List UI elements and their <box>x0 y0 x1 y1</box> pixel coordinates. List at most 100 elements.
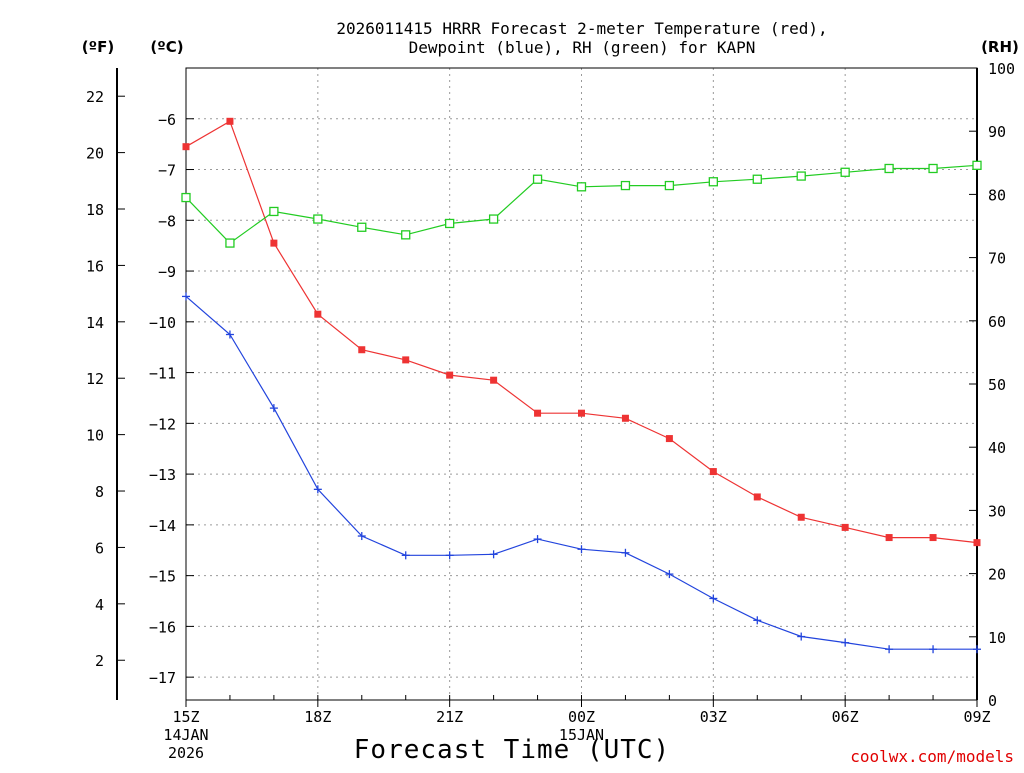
celsius-tick-label: −14 <box>149 517 176 535</box>
dewpoint-point <box>489 550 498 559</box>
x-axis-title: Forecast Time (UTC) <box>354 735 670 765</box>
celsius-tick-label: −17 <box>149 669 176 687</box>
temperature-point <box>797 513 805 521</box>
dewpoint-point <box>753 616 762 625</box>
temperature-point <box>665 435 673 443</box>
x-tick-label: 15Z <box>172 708 199 726</box>
rh-tick-label: 30 <box>988 502 1006 520</box>
dewpoint-point <box>577 545 586 554</box>
temperature-point <box>709 468 717 476</box>
rh-point <box>357 222 367 232</box>
temperature-point <box>621 414 629 422</box>
fahrenheit-tick-label: 2 <box>95 652 104 670</box>
rh-point <box>972 160 982 170</box>
fahrenheit-tick-label: 18 <box>86 201 104 219</box>
temperature-point <box>578 409 585 417</box>
rh-point <box>445 218 455 229</box>
celsius-tick-label: −10 <box>149 314 176 332</box>
dewpoint-point <box>841 638 850 647</box>
rh-tick-label: 50 <box>988 376 1006 394</box>
rh-point <box>928 163 938 174</box>
temperature-point <box>973 539 981 547</box>
temperature-point <box>753 493 761 501</box>
rh-tick-label: 20 <box>988 566 1006 584</box>
temperature-point <box>929 534 937 542</box>
fahrenheit-tick-label: 8 <box>95 483 104 501</box>
rh-tick-label: 60 <box>988 313 1006 331</box>
dewpoint-point <box>182 292 190 301</box>
temperature-point <box>314 310 322 318</box>
celsius-unit-label: (ºC) <box>150 38 183 56</box>
chart-title-line-1: 2026011415 HRRR Forecast 2-meter Tempera… <box>336 19 827 38</box>
chart-title-line-2: Dewpoint (blue), RH (green) for KAPN <box>409 38 756 57</box>
fahrenheit-tick-label: 4 <box>95 596 104 614</box>
credit-text: coolwx.com/models <box>850 747 1014 766</box>
temperature-point <box>490 376 498 384</box>
dewpoint-point <box>665 570 674 579</box>
fahrenheit-tick-label: 22 <box>86 88 104 106</box>
rh-point <box>269 206 279 217</box>
celsius-tick-label: −6 <box>158 111 176 129</box>
dewpoint-point <box>885 645 894 654</box>
rh-point <box>488 214 499 224</box>
celsius-tick-label: −7 <box>158 162 176 180</box>
rh-point <box>840 167 850 177</box>
rh-point <box>664 180 675 191</box>
dewpoint-point <box>357 532 366 541</box>
temperature-point <box>182 143 190 151</box>
fahrenheit-tick-label: 20 <box>86 145 104 163</box>
rh-tick-label: 10 <box>988 629 1006 647</box>
temperature-point <box>270 239 278 247</box>
x-tick-label: 09Z <box>963 708 990 726</box>
temperature-point <box>885 534 893 542</box>
temperature-point <box>358 346 366 354</box>
temperature-point <box>402 356 410 364</box>
rh-point <box>752 174 762 184</box>
temperature-point <box>226 117 234 125</box>
x-tick-date-label: 14JAN <box>163 726 208 744</box>
rh-point <box>181 192 191 203</box>
text-layer: 2026011415 HRRR Forecast 2-meter Tempera… <box>82 19 1019 766</box>
celsius-tick-label: −15 <box>149 568 176 586</box>
rh-tick-label: 0 <box>988 692 997 710</box>
dewpoint-point <box>621 548 630 557</box>
x-tick-label: 06Z <box>832 708 859 726</box>
x-tick-year-label: 2026 <box>168 744 204 762</box>
dewpoint-point <box>929 645 938 654</box>
plot-frame <box>185 67 978 701</box>
dewpoint-point <box>269 404 278 413</box>
rh-tick-label: 40 <box>988 439 1006 457</box>
x-tick-label: 00Z <box>568 708 595 726</box>
rh-unit-label: (RH) <box>981 38 1019 56</box>
series-layer <box>181 117 982 654</box>
temperature-point <box>534 409 542 417</box>
rh-point <box>401 230 411 240</box>
celsius-tick-label: −13 <box>149 466 176 484</box>
fahrenheit-tick-label: 12 <box>86 370 104 388</box>
fahrenheit-tick-label: 6 <box>95 539 104 557</box>
rh-point <box>576 182 587 192</box>
axes-layer <box>116 67 978 707</box>
fahrenheit-tick-label: 16 <box>86 257 104 275</box>
rh-point <box>708 177 718 187</box>
fahrenheit-tick-label: 14 <box>86 314 104 332</box>
rh-point <box>225 238 235 248</box>
fahrenheit-tick-label: 10 <box>86 427 104 445</box>
rh-point <box>796 171 806 181</box>
rh-point <box>620 180 631 191</box>
rh-tick-label: 90 <box>988 123 1006 141</box>
rh-point <box>532 174 543 184</box>
fahrenheit-unit-label: (ºF) <box>82 38 114 56</box>
celsius-tick-label: −8 <box>158 212 176 230</box>
grid-layer <box>186 68 977 700</box>
rh-tick-label: 70 <box>988 250 1006 268</box>
dewpoint-point <box>313 485 322 494</box>
temperature-point <box>841 523 849 531</box>
dewpoint-point <box>445 551 454 560</box>
celsius-tick-label: −16 <box>149 618 176 636</box>
dewpoint-point <box>533 535 542 544</box>
celsius-tick-label: −11 <box>149 365 176 383</box>
dewpoint-point <box>401 551 410 560</box>
